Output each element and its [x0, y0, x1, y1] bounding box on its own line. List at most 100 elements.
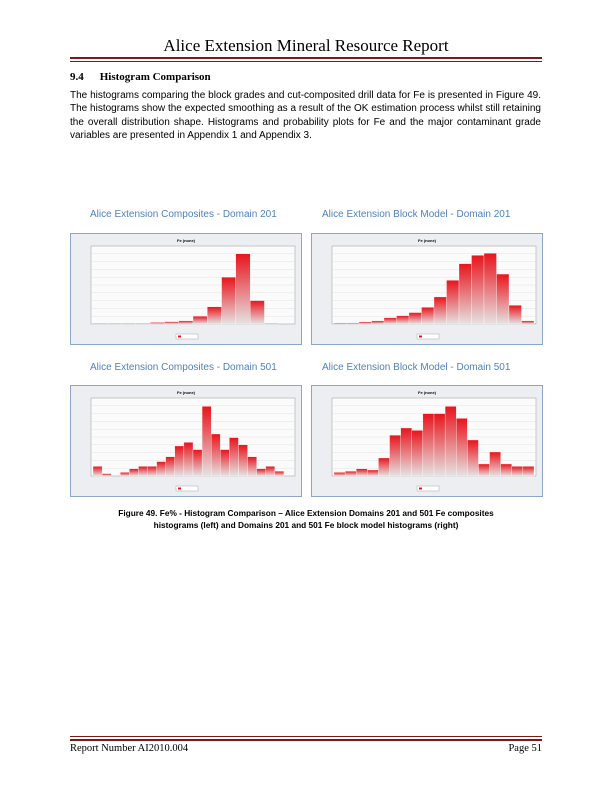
- bar: [207, 306, 222, 325]
- chart-subtitle: Fe (none): [418, 390, 437, 395]
- bar: [383, 317, 397, 325]
- bar: [249, 300, 265, 325]
- chart-subtitle: Fe (none): [418, 238, 437, 243]
- figure-label: Alice Extension Composites - Domain 201: [90, 209, 277, 220]
- bar: [358, 321, 372, 325]
- bar: [135, 323, 151, 325]
- bar: [378, 457, 390, 477]
- header-rule: [70, 61, 542, 62]
- legend-swatch: [419, 487, 422, 490]
- figure-label: Alice Extension Block Model - Domain 201: [322, 209, 511, 220]
- bar: [121, 323, 137, 325]
- bar: [456, 418, 468, 477]
- bar: [458, 263, 472, 325]
- bar: [408, 312, 422, 325]
- bar: [221, 277, 237, 325]
- bar: [478, 463, 490, 477]
- bar: [433, 296, 447, 325]
- bar: [489, 451, 501, 477]
- bar: [422, 413, 435, 477]
- bar: [256, 468, 266, 477]
- bar: [396, 315, 410, 325]
- bar: [411, 430, 424, 477]
- legend-box: [416, 333, 440, 340]
- bar: [220, 449, 230, 477]
- bar: [247, 456, 257, 477]
- chart-subtitle: Fe (none): [177, 390, 196, 395]
- bar: [333, 322, 347, 325]
- legend-box: [175, 485, 199, 492]
- bar: [471, 255, 485, 325]
- legend-box: [175, 333, 199, 340]
- bar: [496, 273, 510, 325]
- bar: [522, 466, 535, 477]
- histogram: Fe (none): [70, 385, 302, 497]
- section-number: 9.4: [70, 71, 84, 83]
- bar: [467, 439, 479, 477]
- histogram: Fe (none): [311, 385, 543, 497]
- bar: [333, 472, 346, 477]
- bar: [164, 321, 179, 325]
- bar: [511, 466, 524, 477]
- bar: [192, 449, 203, 477]
- bar: [446, 280, 460, 325]
- bar: [433, 413, 446, 477]
- bar: [156, 461, 166, 477]
- bar: [508, 305, 522, 325]
- bar: [367, 469, 379, 477]
- bar: [344, 471, 357, 477]
- bar: [92, 466, 103, 477]
- bar: [107, 323, 122, 325]
- bar: [211, 433, 221, 477]
- bar: [129, 468, 139, 477]
- header-rule: [70, 57, 542, 59]
- legend-swatch: [178, 335, 181, 338]
- bar: [346, 322, 360, 325]
- footer-rule: [70, 736, 542, 737]
- bar: [138, 466, 148, 477]
- chart-subtitle: Fe (none): [177, 238, 196, 243]
- bar: [101, 473, 112, 477]
- footer-right: Page 51: [508, 743, 542, 754]
- bar: [238, 444, 248, 477]
- bar: [92, 323, 108, 325]
- figure-label: Alice Extension Block Model - Domain 501: [322, 362, 511, 373]
- bar: [356, 468, 368, 477]
- histogram: Fe (none): [311, 233, 543, 345]
- figure-label: Alice Extension Composites - Domain 501: [90, 362, 277, 373]
- section-title: Histogram Comparison: [99, 71, 211, 83]
- paragraph: The histograms comparing the block grade…: [70, 90, 541, 142]
- bar: [483, 253, 497, 325]
- footer-rule: [70, 739, 542, 741]
- bar: [174, 445, 185, 477]
- bar: [500, 463, 512, 477]
- section-heading: 9.4 Histogram Comparison: [70, 71, 227, 83]
- bar: [265, 466, 275, 477]
- bar: [192, 316, 208, 325]
- bar: [147, 466, 157, 477]
- bar: [389, 435, 401, 477]
- bar: [201, 406, 212, 477]
- header-title: Alice Extension Mineral Resource Report: [163, 36, 449, 55]
- bar: [120, 472, 130, 477]
- figure-caption: Figure 49. Fe% - Histogram Comparison – …: [118, 508, 494, 530]
- legend-box: [416, 485, 440, 492]
- histogram: Fe (none): [70, 233, 302, 345]
- bar: [235, 253, 251, 325]
- bar: [264, 323, 279, 325]
- bar: [149, 322, 165, 325]
- bar: [400, 427, 412, 477]
- legend-swatch: [178, 487, 181, 490]
- bar: [274, 471, 285, 477]
- bar: [178, 320, 194, 325]
- bar: [183, 442, 194, 477]
- bar: [229, 437, 239, 477]
- bar: [165, 456, 175, 477]
- bar: [421, 307, 435, 325]
- footer-left: Report Number AI2010.004: [70, 743, 189, 754]
- legend-swatch: [419, 335, 422, 338]
- bar: [371, 320, 385, 325]
- bar: [444, 406, 457, 477]
- bar: [521, 320, 535, 325]
